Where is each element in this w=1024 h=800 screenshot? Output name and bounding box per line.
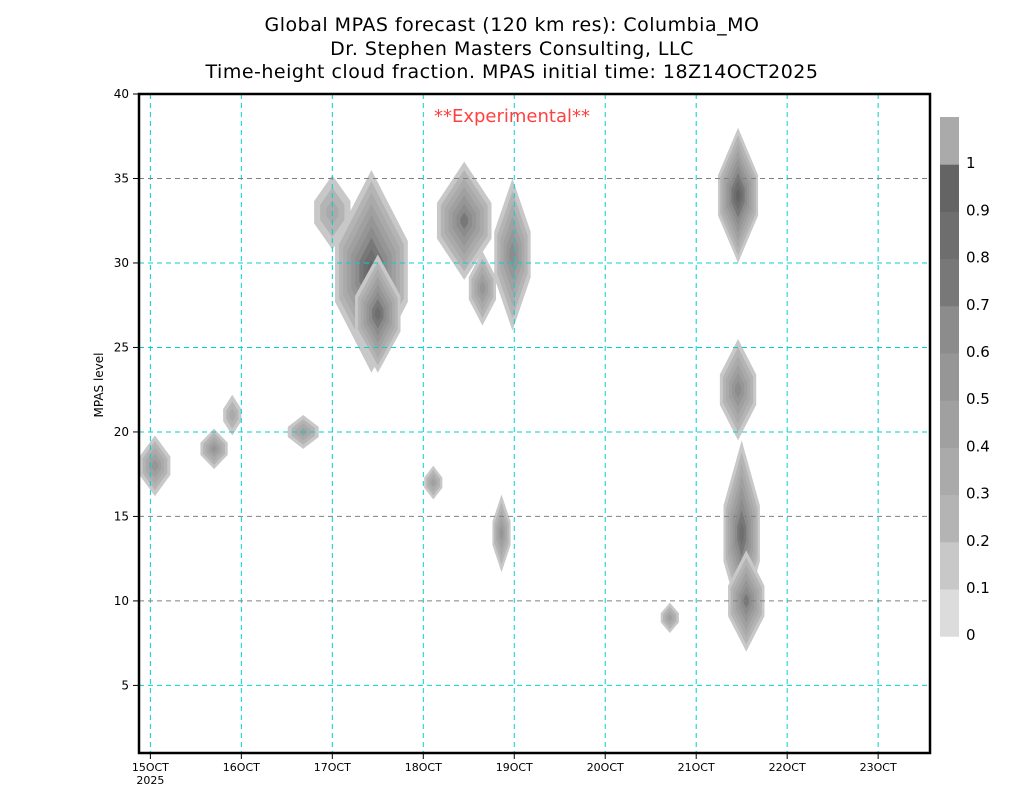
y-tick-label: 35 bbox=[114, 171, 129, 185]
x-tick-label: 16OCT bbox=[223, 761, 260, 774]
colorbar-swatch bbox=[940, 353, 959, 401]
cloud-fraction-contour bbox=[460, 212, 469, 230]
cloud-fraction-contour bbox=[151, 459, 159, 472]
x-tick-label: 19OCT bbox=[496, 761, 533, 774]
cloud-fraction-contour bbox=[735, 381, 742, 399]
colorbar-label: 1 bbox=[966, 154, 976, 172]
x-tick-label: 23OCT bbox=[860, 761, 897, 774]
colorbar-label: 0.6 bbox=[966, 343, 990, 361]
colorbar-swatch bbox=[940, 447, 959, 496]
colorbar-label: 0.4 bbox=[966, 437, 990, 455]
y-tick-label: 15 bbox=[114, 509, 129, 523]
cloud-fraction-contour bbox=[739, 521, 744, 545]
colorbar-label: 0.7 bbox=[966, 296, 990, 314]
x-tick-label: 20OCT bbox=[587, 761, 624, 774]
colorbar-label: 0.1 bbox=[966, 579, 990, 597]
chart-title-line-1: Global MPAS forecast (120 km res): Colum… bbox=[264, 14, 760, 36]
colorbar-label: 0 bbox=[966, 626, 976, 644]
x-tick-label: 22OCT bbox=[769, 761, 806, 774]
colorbar-swatch bbox=[940, 211, 959, 260]
colorbar-label: 0.8 bbox=[966, 249, 990, 267]
cloud-fraction-contour bbox=[374, 306, 381, 322]
cloud-fraction-contour bbox=[735, 187, 741, 203]
plot-frame bbox=[137, 92, 932, 755]
colorbar-swatch bbox=[940, 117, 959, 165]
x-tick-year-label: 2025 bbox=[136, 774, 164, 787]
y-tick-label: 5 bbox=[121, 678, 129, 692]
x-tick-label: 17OCT bbox=[314, 761, 351, 774]
x-tick-label: 15OCT bbox=[132, 761, 169, 774]
y-tick-label: 40 bbox=[114, 87, 129, 101]
colorbar-label: 0.5 bbox=[966, 390, 990, 408]
chart-title-line-2: Dr. Stephen Masters Consulting, LLC bbox=[330, 38, 694, 60]
colorbar-label: 0.3 bbox=[966, 485, 990, 503]
colorbar-swatch bbox=[940, 541, 959, 590]
cloud-fraction-contour bbox=[499, 525, 504, 542]
y-tick-label: 20 bbox=[114, 425, 129, 439]
colorbar-label: 0.9 bbox=[966, 201, 990, 219]
experimental-annotation: **Experimental** bbox=[434, 106, 590, 127]
colorbar-swatch bbox=[940, 400, 959, 448]
x-tick-label: 18OCT bbox=[405, 761, 442, 774]
y-tick-label: 25 bbox=[114, 340, 129, 354]
colorbar-swatch bbox=[940, 305, 959, 354]
colorbar-label: 0.2 bbox=[966, 532, 990, 550]
colorbar-swatch bbox=[940, 589, 959, 637]
x-tick-label: 21OCT bbox=[678, 761, 715, 774]
cloud-fraction-contour bbox=[479, 280, 486, 296]
cloud-fraction-contour bbox=[229, 408, 236, 422]
colorbar-swatch bbox=[940, 494, 959, 543]
y-tick-label: 30 bbox=[114, 256, 129, 270]
cloud-fraction-contour bbox=[211, 444, 217, 453]
colorbar-swatch bbox=[940, 258, 959, 307]
y-tick-label: 10 bbox=[114, 594, 129, 608]
colorbar-swatch bbox=[940, 164, 959, 212]
cloud-fraction-contour bbox=[431, 478, 436, 487]
y-axis-label: MPAS level bbox=[92, 353, 106, 418]
cloud-fraction-contour bbox=[667, 614, 673, 622]
chart-title-line-3: Time-height cloud fraction. MPAS initial… bbox=[205, 61, 819, 83]
